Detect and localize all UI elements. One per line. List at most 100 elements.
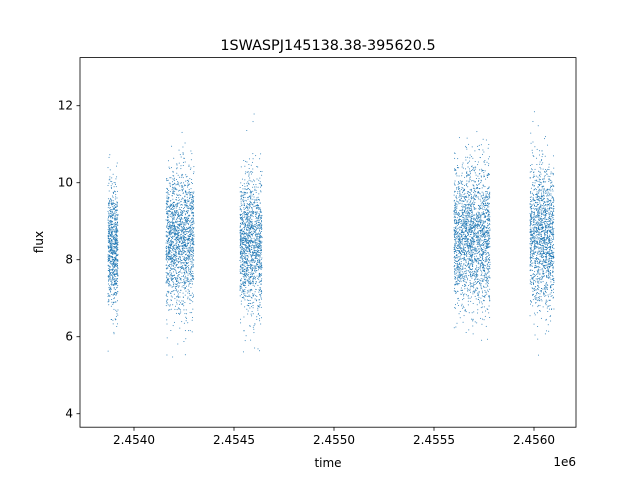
data-point bbox=[113, 278, 115, 280]
data-point bbox=[110, 245, 112, 247]
data-point bbox=[255, 270, 257, 272]
data-point bbox=[483, 170, 485, 172]
data-point bbox=[252, 232, 254, 234]
data-point bbox=[259, 304, 261, 306]
data-point bbox=[256, 197, 258, 199]
data-point bbox=[174, 211, 176, 213]
data-point bbox=[178, 229, 180, 231]
data-point bbox=[259, 242, 261, 244]
data-point bbox=[176, 303, 178, 305]
data-point bbox=[192, 230, 194, 232]
data-point bbox=[177, 285, 179, 287]
data-point bbox=[190, 159, 192, 161]
data-point bbox=[181, 230, 183, 232]
data-point bbox=[186, 258, 188, 260]
data-point bbox=[190, 225, 192, 227]
data-point bbox=[117, 213, 119, 215]
data-point bbox=[171, 261, 173, 263]
data-point bbox=[191, 251, 193, 253]
data-point bbox=[115, 227, 117, 229]
data-point bbox=[459, 192, 461, 194]
data-point bbox=[253, 196, 255, 198]
data-point bbox=[457, 222, 459, 224]
data-point bbox=[245, 189, 247, 191]
data-point bbox=[474, 253, 476, 255]
data-point bbox=[107, 293, 109, 295]
data-point bbox=[244, 208, 246, 210]
data-point bbox=[179, 224, 181, 226]
data-point bbox=[240, 201, 242, 203]
data-point bbox=[457, 250, 459, 252]
data-point bbox=[188, 246, 190, 248]
data-point bbox=[185, 257, 187, 259]
data-point bbox=[259, 255, 261, 257]
data-point bbox=[465, 246, 467, 248]
data-point bbox=[168, 249, 170, 251]
data-point bbox=[469, 259, 471, 261]
data-point bbox=[258, 183, 260, 185]
data-point bbox=[107, 350, 109, 352]
data-point bbox=[489, 196, 491, 198]
data-point bbox=[255, 207, 257, 209]
data-point bbox=[258, 214, 260, 216]
data-point bbox=[466, 203, 468, 205]
data-point bbox=[461, 234, 463, 236]
data-point bbox=[166, 251, 167, 253]
data-point bbox=[191, 240, 193, 242]
data-point bbox=[242, 237, 244, 239]
data-point bbox=[192, 238, 194, 240]
data-point bbox=[168, 166, 170, 168]
data-point bbox=[169, 237, 171, 239]
data-point bbox=[175, 247, 177, 249]
data-point bbox=[110, 241, 112, 243]
data-point bbox=[175, 231, 177, 233]
data-point bbox=[486, 281, 488, 283]
data-point bbox=[166, 319, 168, 321]
data-point bbox=[246, 206, 248, 208]
data-point bbox=[114, 251, 116, 253]
data-point bbox=[478, 234, 480, 236]
data-point bbox=[187, 292, 189, 294]
data-point bbox=[260, 247, 262, 249]
data-point bbox=[190, 294, 192, 296]
data-point bbox=[246, 219, 248, 221]
data-point bbox=[188, 200, 190, 202]
data-point bbox=[254, 205, 256, 207]
data-point bbox=[176, 264, 178, 266]
data-point bbox=[256, 254, 258, 256]
data-point bbox=[182, 262, 184, 264]
data-point bbox=[177, 266, 179, 268]
data-point bbox=[242, 199, 244, 201]
data-point bbox=[480, 239, 482, 241]
data-point bbox=[109, 242, 111, 244]
data-point bbox=[110, 274, 112, 276]
data-point bbox=[167, 216, 169, 218]
data-point bbox=[244, 263, 246, 265]
data-point bbox=[111, 239, 113, 241]
data-point bbox=[249, 299, 251, 301]
data-point bbox=[179, 225, 181, 226]
data-point bbox=[259, 216, 261, 218]
data-point bbox=[260, 240, 262, 242]
data-point bbox=[115, 246, 117, 248]
data-point bbox=[185, 253, 187, 255]
data-point bbox=[190, 207, 192, 209]
data-point bbox=[248, 226, 250, 228]
data-point bbox=[251, 192, 253, 194]
data-point bbox=[480, 269, 482, 271]
data-point bbox=[248, 240, 250, 242]
data-point bbox=[259, 256, 261, 258]
data-point bbox=[258, 179, 260, 181]
data-point bbox=[111, 250, 113, 252]
data-point bbox=[110, 252, 112, 254]
data-point bbox=[261, 291, 263, 293]
data-point bbox=[248, 183, 250, 185]
data-point bbox=[191, 206, 193, 208]
data-point bbox=[259, 288, 261, 290]
data-point bbox=[191, 195, 193, 197]
data-point bbox=[109, 262, 111, 264]
data-point bbox=[248, 175, 250, 177]
data-point bbox=[468, 209, 470, 211]
data-point bbox=[167, 257, 169, 259]
data-point bbox=[483, 306, 485, 308]
